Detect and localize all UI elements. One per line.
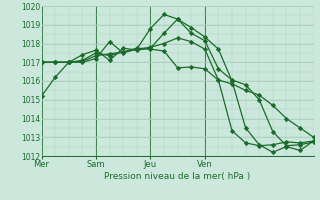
X-axis label: Pression niveau de la mer( hPa ): Pression niveau de la mer( hPa ) <box>104 172 251 181</box>
